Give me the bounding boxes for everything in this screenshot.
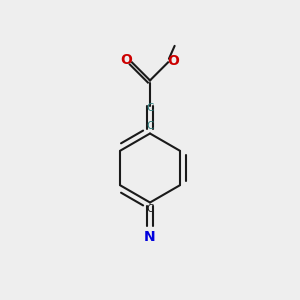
Text: O: O — [120, 53, 132, 67]
Text: N: N — [144, 230, 156, 244]
Text: O: O — [167, 54, 179, 68]
Text: C: C — [146, 204, 154, 214]
Text: C: C — [146, 103, 154, 113]
Text: C: C — [146, 122, 154, 131]
